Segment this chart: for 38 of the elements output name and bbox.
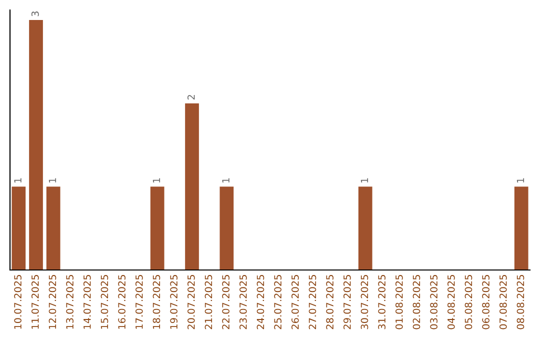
x-tick-label: 27.07.2025 xyxy=(308,275,316,330)
x-tick-label: 12.07.2025 xyxy=(48,275,56,329)
x-tick-label: 19.07.2025 xyxy=(170,275,178,329)
x-tick-label: 06.08.2025 xyxy=(482,275,490,330)
x-tick-label: 16.07.2025 xyxy=(118,275,126,329)
x-tick-label: 07.08.2025 xyxy=(499,275,507,330)
data-label: 1 xyxy=(14,178,22,183)
x-tick-label: 10.07.2025 xyxy=(14,275,22,329)
x-tick-label: 25.07.2025 xyxy=(274,275,282,330)
x-tick-label: 03.08.2025 xyxy=(430,275,438,330)
data-label: 2 xyxy=(187,95,195,100)
x-tick-label: 18.07.2025 xyxy=(152,275,160,329)
data-label: 3 xyxy=(31,12,39,16)
x-tick-label: 02.08.2025 xyxy=(412,275,420,330)
data-label: 1 xyxy=(360,178,368,183)
data-label: 1 xyxy=(152,178,160,183)
x-tick-label: 14.07.2025 xyxy=(83,275,91,329)
x-tick-label: 21.07.2025 xyxy=(204,275,212,330)
x-tick-label: 17.07.2025 xyxy=(135,275,143,329)
x-tick-label: 20.07.2025 xyxy=(187,275,195,330)
x-tick-label: 04.08.2025 xyxy=(447,275,455,330)
x-tick-label: 22.07.2025 xyxy=(222,275,230,330)
data-label: 1 xyxy=(222,178,230,183)
x-tick-label: 24.07.2025 xyxy=(256,275,264,330)
x-tick-label: 23.07.2025 xyxy=(239,275,247,330)
data-label: 1 xyxy=(516,178,524,183)
x-tick-label: 31.07.2025 xyxy=(378,275,386,330)
x-tick-label: 28.07.2025 xyxy=(326,275,334,330)
x-tick-label: 11.07.2025 xyxy=(31,275,39,329)
x-tick-label: 15.07.2025 xyxy=(100,275,108,329)
x-tick-label: 01.08.2025 xyxy=(395,275,403,330)
x-tick-label: 05.08.2025 xyxy=(464,275,472,330)
x-tick-label: 29.07.2025 xyxy=(343,275,351,330)
x-tick-label: 08.08.2025 xyxy=(516,275,524,330)
x-tick-label: 13.07.2025 xyxy=(66,275,74,329)
x-tick-label: 26.07.2025 xyxy=(291,275,299,330)
data-label: 1 xyxy=(48,178,56,183)
x-tick-label: 30.07.2025 xyxy=(360,275,368,330)
